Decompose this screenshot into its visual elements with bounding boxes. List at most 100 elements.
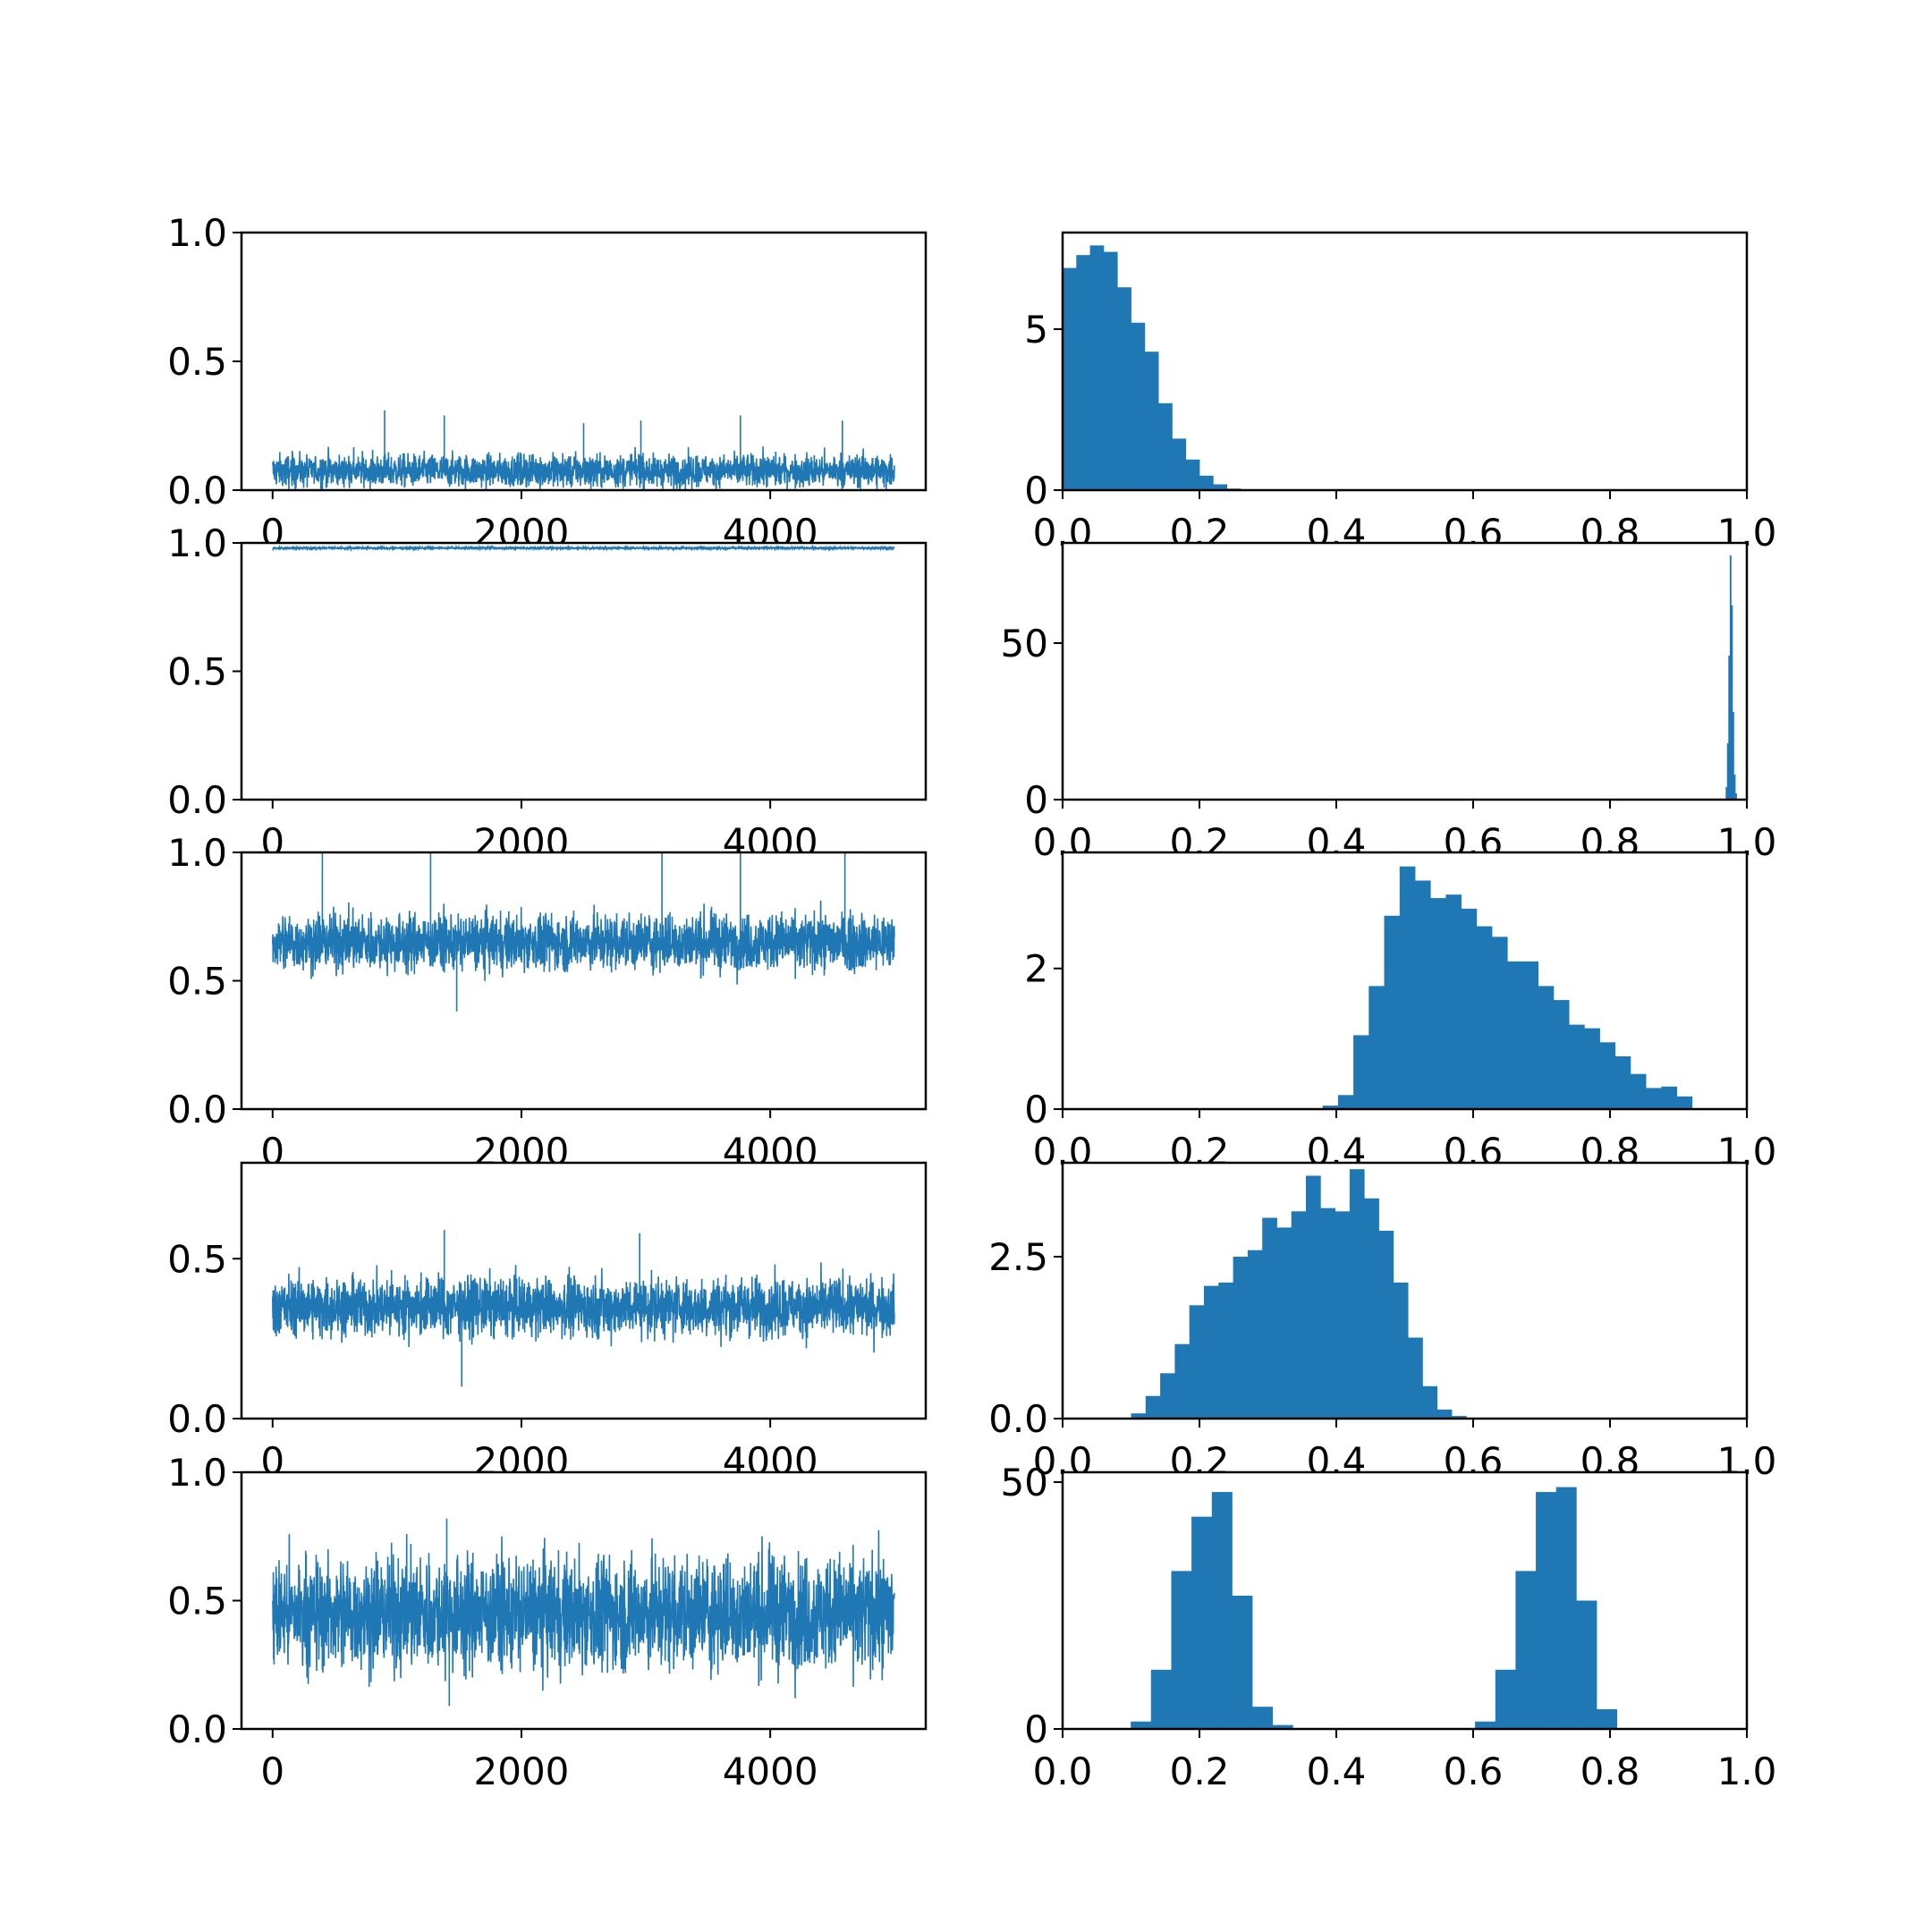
histogram-bar xyxy=(1103,251,1118,490)
histogram-bar xyxy=(1089,245,1105,490)
histogram-bar xyxy=(1322,1106,1339,1109)
histogram-bar xyxy=(1368,986,1385,1109)
y-tick-label: 1.0 xyxy=(167,521,227,565)
histogram-bar xyxy=(1726,743,1729,800)
histogram-bar xyxy=(1320,1208,1335,1419)
histogram-bar xyxy=(1661,1086,1677,1109)
y-tick-label: 0.5 xyxy=(167,1237,227,1281)
histogram-bar xyxy=(1555,1487,1577,1729)
histogram-bar xyxy=(1495,1669,1516,1729)
histogram-bar xyxy=(1158,402,1173,490)
histogram-bar xyxy=(1063,267,1077,490)
y-tick-label: 2 xyxy=(1024,947,1048,991)
histogram-bar xyxy=(1144,352,1159,490)
histogram-bar xyxy=(1364,1198,1379,1419)
x-tick-label: 1.0 xyxy=(1717,1750,1777,1793)
histogram-bar xyxy=(1232,1596,1253,1729)
histogram-bar xyxy=(1599,1042,1616,1109)
histogram-bar xyxy=(1461,908,1478,1109)
histogram-bar xyxy=(1522,961,1539,1109)
axes-frame xyxy=(240,851,928,1111)
histogram-bar xyxy=(1515,1571,1537,1729)
axes-frame xyxy=(240,1161,928,1420)
histogram-bar xyxy=(1725,787,1728,800)
histogram-bar xyxy=(1538,986,1555,1109)
histogram-bar xyxy=(1306,1175,1321,1419)
histogram-bar xyxy=(1335,1211,1351,1419)
histogram-bar xyxy=(1378,1231,1394,1419)
histogram-bar xyxy=(1576,1600,1597,1729)
y-tick-label: 0 xyxy=(1024,1707,1048,1751)
histogram-bar xyxy=(1252,1707,1274,1729)
histogram-bar xyxy=(1189,1305,1205,1419)
histogram-bar xyxy=(1476,926,1493,1109)
trace-2-panel: 0.00.51.00 2000 4000 xyxy=(167,521,928,864)
histogram-bar xyxy=(1384,915,1401,1109)
axes-frame xyxy=(1061,541,1749,801)
y-tick-label: 2.5 xyxy=(988,1235,1048,1279)
histogram-bar xyxy=(1630,1073,1647,1109)
y-tick-label: 50 xyxy=(1001,1461,1048,1504)
histogram-bar xyxy=(1733,775,1736,800)
trace-4-panel: 0.00.50 2000 4000 xyxy=(167,1161,928,1483)
histogram-bar xyxy=(1131,1413,1147,1419)
trace-series-line xyxy=(272,1518,895,1707)
histogram-bar xyxy=(1171,1571,1192,1729)
y-tick-label: 0.0 xyxy=(167,1707,227,1751)
histogram-bar xyxy=(1131,322,1146,490)
y-tick-label: 1.0 xyxy=(167,831,227,875)
histogram-bar xyxy=(1213,484,1227,490)
histogram-bar xyxy=(1728,656,1731,800)
histogram-bar xyxy=(1732,712,1734,800)
histogram-bar xyxy=(1272,1724,1293,1729)
histogram-bar xyxy=(1349,1169,1365,1419)
y-tick-label: 1.0 xyxy=(167,1451,227,1495)
plot-area xyxy=(242,543,926,800)
histogram-bar xyxy=(1422,1385,1438,1419)
y-tick-label: 0.5 xyxy=(167,340,227,384)
y-tick-label: 0.5 xyxy=(167,1580,227,1623)
histogram-bar xyxy=(1553,1000,1570,1109)
trace-1-panel: 0.00.51.00 2000 4000 xyxy=(167,211,928,555)
histogram-bar xyxy=(1150,1669,1172,1729)
axes-frame xyxy=(240,231,928,492)
histogram-bar xyxy=(1185,459,1200,490)
axes-frame xyxy=(1061,1161,1749,1420)
histogram-bar xyxy=(1291,1211,1307,1419)
histogram-bar xyxy=(1211,1492,1233,1729)
histogram-bar xyxy=(1614,1056,1631,1109)
axes-frame xyxy=(240,1470,928,1731)
plot-area xyxy=(1063,543,1747,800)
histogram-bar xyxy=(1353,1035,1369,1109)
x-tick-label: 0.6 xyxy=(1444,1750,1504,1793)
histogram-bar xyxy=(1199,475,1214,490)
histogram-bar xyxy=(1445,894,1462,1109)
histogram-bar xyxy=(1569,1024,1585,1109)
histogram-bar xyxy=(1676,1096,1693,1109)
y-tick-label: 0.5 xyxy=(167,650,227,694)
y-tick-label: 0.0 xyxy=(167,469,227,513)
y-tick-label: 0 xyxy=(1024,469,1048,513)
axes-frame xyxy=(240,541,928,801)
histogram-bar xyxy=(1735,793,1737,800)
hist-1-panel: 050.0 0.2 0.4 0.6 0.8 1.0 xyxy=(1024,231,1776,555)
x-tick-label: 0.2 xyxy=(1170,1750,1230,1793)
histogram-bar xyxy=(1729,555,1732,800)
histogram-bar xyxy=(1415,880,1431,1109)
trace-5-panel: 0.0 0.5 1.0 0 2000 4000 xyxy=(167,1451,928,1793)
axes-frame xyxy=(1061,1470,1749,1731)
x-tick-label: 2000 xyxy=(474,1750,570,1793)
y-tick-label: 0 xyxy=(1024,1088,1048,1131)
histogram-bar xyxy=(1436,1409,1453,1419)
x-tick-label: 0.8 xyxy=(1580,1750,1640,1793)
histogram-bar xyxy=(1399,866,1416,1109)
histogram-bar xyxy=(1247,1250,1263,1419)
plot-area xyxy=(242,852,926,1109)
y-tick-label: 5 xyxy=(1024,308,1048,352)
histogram-bar xyxy=(1174,1343,1191,1419)
histogram-bar xyxy=(1452,1416,1467,1419)
y-tick-label: 0.0 xyxy=(167,1088,227,1131)
histogram-bar xyxy=(1233,1257,1249,1419)
histogram-bar xyxy=(1393,1282,1409,1419)
